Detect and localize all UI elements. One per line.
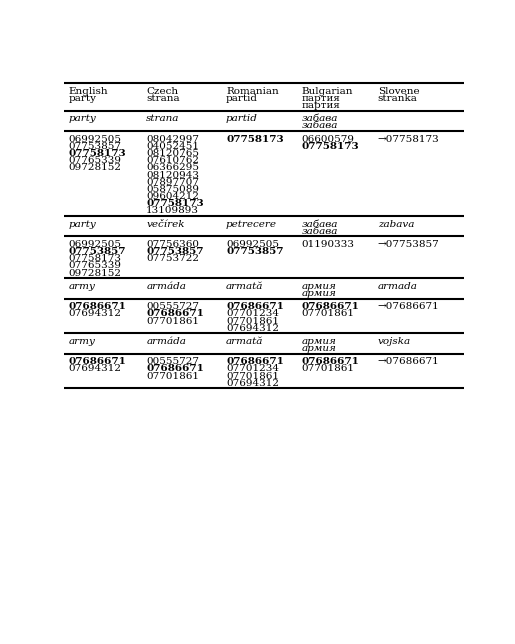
Text: 07758173: 07758173: [146, 199, 204, 208]
Text: 07701861: 07701861: [226, 372, 279, 381]
Text: party: party: [68, 220, 96, 229]
Text: 07701861: 07701861: [302, 309, 355, 318]
Text: armáda: armáda: [146, 337, 186, 346]
Text: 08120943: 08120943: [146, 171, 199, 180]
Text: army: army: [68, 337, 95, 346]
Text: strana: strana: [146, 94, 180, 103]
Text: 07765339: 07765339: [68, 261, 122, 270]
Text: забава: забава: [302, 122, 338, 131]
Text: 08042997: 08042997: [146, 135, 199, 144]
Text: Czech: Czech: [146, 87, 178, 96]
Text: 07686671: 07686671: [302, 357, 360, 366]
Text: 07701861: 07701861: [146, 317, 199, 326]
Text: 07897707: 07897707: [146, 178, 199, 187]
Text: 05875089: 05875089: [146, 185, 199, 194]
Text: vojska: vojska: [377, 337, 411, 346]
Text: 07701234: 07701234: [226, 309, 279, 318]
Text: 07758173: 07758173: [68, 149, 126, 158]
Text: 07694312: 07694312: [68, 309, 122, 318]
Text: zabava: zabava: [377, 220, 414, 229]
Text: 07758173: 07758173: [68, 254, 122, 263]
Text: 07694312: 07694312: [226, 324, 279, 333]
Text: partid: partid: [226, 114, 258, 123]
Text: 07765339: 07765339: [68, 156, 122, 165]
Text: 07756360: 07756360: [146, 240, 199, 249]
Text: 09604212: 09604212: [146, 192, 199, 201]
Text: armáda: armáda: [146, 282, 186, 291]
Text: 06600579: 06600579: [302, 135, 355, 144]
Text: партия: партия: [302, 101, 341, 110]
Text: →07753857: →07753857: [377, 240, 439, 249]
Text: 07701861: 07701861: [302, 365, 355, 374]
Text: →07686671: →07686671: [377, 302, 439, 311]
Text: 08120765: 08120765: [146, 149, 199, 158]
Text: 07686671: 07686671: [226, 302, 284, 311]
Text: 00555727: 00555727: [146, 357, 199, 366]
Text: Romanian: Romanian: [226, 87, 279, 96]
Text: partid: partid: [226, 94, 258, 103]
Text: 07610762: 07610762: [146, 156, 199, 165]
Text: 07753857: 07753857: [68, 247, 126, 256]
Text: 07701861: 07701861: [146, 372, 199, 381]
Text: armată: armată: [226, 282, 263, 291]
Text: večírek: večírek: [146, 220, 185, 229]
Text: 09728152: 09728152: [68, 164, 122, 173]
Text: strana: strana: [146, 114, 180, 123]
Text: Slovene: Slovene: [377, 87, 419, 96]
Text: 07686671: 07686671: [68, 357, 126, 366]
Text: забава: забава: [302, 114, 338, 123]
Text: забава: забава: [302, 227, 338, 236]
Text: army: army: [68, 282, 95, 291]
Text: 07701861: 07701861: [226, 317, 279, 326]
Text: забава: забава: [302, 220, 338, 229]
Text: Bulgarian: Bulgarian: [302, 87, 353, 96]
Text: 06992505: 06992505: [68, 240, 122, 249]
Text: 06992505: 06992505: [68, 135, 122, 144]
Text: 07694312: 07694312: [68, 365, 122, 374]
Text: 13109893: 13109893: [146, 207, 199, 216]
Text: партия: партия: [302, 94, 341, 103]
Text: petrecere: petrecere: [226, 220, 277, 229]
Text: armada: armada: [377, 282, 418, 291]
Text: 07694312: 07694312: [226, 379, 279, 388]
Text: 07686671: 07686671: [226, 357, 284, 366]
Text: stranka: stranka: [377, 94, 418, 103]
Text: армия: армия: [302, 289, 337, 298]
Text: 01190333: 01190333: [302, 240, 355, 249]
Text: 09728152: 09728152: [68, 269, 122, 278]
Text: 07753857: 07753857: [226, 247, 284, 256]
Text: армия: армия: [302, 337, 337, 346]
Text: 07686671: 07686671: [302, 302, 360, 311]
Text: →07686671: →07686671: [377, 357, 439, 366]
Text: 07758173: 07758173: [302, 142, 359, 151]
Text: армия: армия: [302, 344, 337, 353]
Text: →07758173: →07758173: [377, 135, 439, 144]
Text: 07753722: 07753722: [146, 254, 199, 263]
Text: party: party: [68, 114, 96, 123]
Text: 00555727: 00555727: [146, 302, 199, 311]
Text: 07686671: 07686671: [68, 302, 126, 311]
Text: 06366295: 06366295: [146, 164, 199, 173]
Text: армия: армия: [302, 282, 337, 291]
Text: party: party: [68, 94, 96, 103]
Text: English: English: [68, 87, 108, 96]
Text: 07753857: 07753857: [146, 247, 204, 256]
Text: 07753857: 07753857: [68, 142, 122, 151]
Text: armată: armată: [226, 337, 263, 346]
Text: 07686671: 07686671: [146, 309, 204, 318]
Text: 07701234: 07701234: [226, 365, 279, 374]
Text: 07686671: 07686671: [146, 365, 204, 374]
Text: 06992505: 06992505: [226, 240, 279, 249]
Text: 07758173: 07758173: [226, 135, 284, 144]
Text: 04052451: 04052451: [146, 142, 199, 151]
